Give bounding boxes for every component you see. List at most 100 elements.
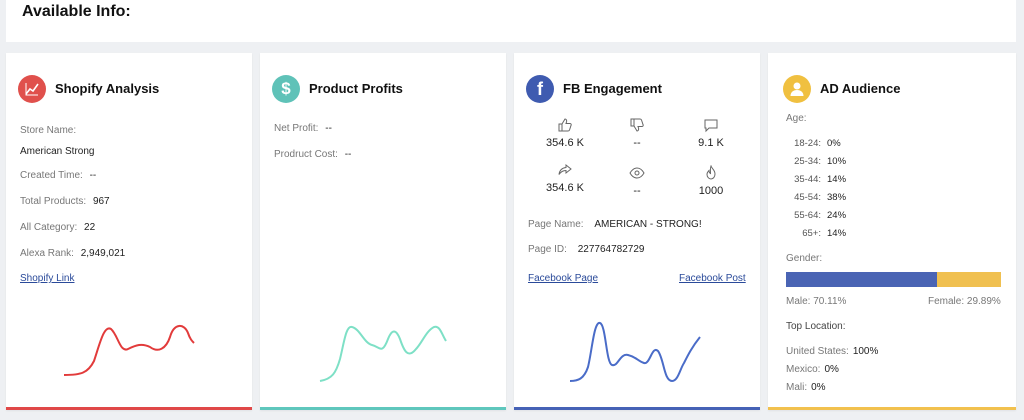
shopify-analysis-card: Shopify Analysis Store Name: American St… <box>6 53 252 410</box>
location-row: Mexico: 0% <box>786 364 839 375</box>
location-name: Mali: <box>786 382 808 393</box>
total-products-value: 967 <box>92 196 110 207</box>
share-icon <box>530 162 600 180</box>
female-percent: Female: 29.89% <box>928 296 1001 307</box>
likes-stat: 354.6 K <box>530 117 600 149</box>
line-chart-icon <box>18 75 46 103</box>
age-value: 38% <box>827 192 847 203</box>
gender-label: Gender: <box>786 253 823 264</box>
all-category-label: All Category: <box>20 222 78 233</box>
location-row: United States: 100% <box>786 346 878 357</box>
gender-male-fill <box>786 272 937 287</box>
age-range: 25-34: <box>794 156 821 167</box>
age-value: 0% <box>827 138 841 149</box>
age-row: 25-34: 10% <box>788 156 846 167</box>
shares-stat: 354.6 K <box>530 162 600 194</box>
all-category-row: All Category: 22 <box>20 222 95 233</box>
age-range: 35-44: <box>794 174 821 185</box>
ad-audience-card: AD Audience Age: 18-24: 0% 25-34: 10% 35-4… <box>768 53 1016 410</box>
profits-sparkline <box>319 325 447 382</box>
card-title: AD Audience <box>820 81 901 96</box>
shopify-sparkline <box>63 325 195 376</box>
thumbs-up-icon <box>530 117 600 135</box>
comments-stat: 9.1 K <box>676 117 746 149</box>
product-cost-value: -- <box>344 149 352 160</box>
all-category-value: 22 <box>84 222 96 233</box>
product-profits-card: $ Product Profits Net Profit: -- Prodruc… <box>260 53 506 410</box>
age-row: 65+: 14% <box>788 228 846 239</box>
store-name-row: Store Name: American Strong <box>20 125 94 157</box>
user-icon <box>783 75 811 103</box>
dislikes-stat: -- <box>602 117 672 149</box>
net-profit-label: Net Profit: <box>274 123 319 134</box>
profits-card-accent-bar <box>260 407 506 410</box>
gender-bar <box>786 272 1001 287</box>
eye-icon <box>602 165 672 183</box>
page-name-label: Page Name: <box>528 219 584 230</box>
page-id-label: Page ID: <box>528 244 567 255</box>
header-bar: Available Info: <box>6 0 1016 42</box>
facebook-page-link[interactable]: Facebook Page <box>528 273 599 284</box>
card-title: FB Engagement <box>563 81 662 96</box>
age-range: 65+: <box>802 228 821 239</box>
page-name-value: AMERICAN - STRONG! <box>594 219 702 230</box>
fb-sparkline <box>569 322 701 383</box>
fb-card-accent-bar <box>514 407 760 410</box>
product-cost-row: Prodruct Cost: -- <box>274 149 351 160</box>
dollar-icon: $ <box>272 75 300 103</box>
hot-stat: 1000 <box>676 164 746 197</box>
dislikes-value: -- <box>633 137 641 149</box>
hot-value: 1000 <box>698 185 724 197</box>
thumbs-down-icon <box>602 117 672 135</box>
comment-icon <box>676 117 746 135</box>
created-time-row: Created Time: -- <box>20 170 96 181</box>
alexa-rank-row: Alexa Rank: 2,949,021 <box>20 248 125 259</box>
net-profit-value: -- <box>325 123 332 134</box>
created-time-value: -- <box>89 170 97 181</box>
age-value: 14% <box>827 228 847 239</box>
page-id-value: 227764782729 <box>577 244 645 255</box>
store-name-label: Store Name: <box>20 125 77 136</box>
audience-card-accent-bar <box>768 407 1016 410</box>
facebook-post-link[interactable]: Facebook Post <box>679 273 746 284</box>
location-name: Mexico: <box>786 364 821 375</box>
age-range: 45-54: <box>794 192 821 203</box>
created-time-label: Created Time: <box>20 170 83 181</box>
age-row: 45-54: 38% <box>788 192 846 203</box>
likes-value: 354.6 K <box>546 137 584 149</box>
fb-engagement-card: f FB Engagement 354.6 K -- 9.1 K 354.6 K… <box>514 53 760 410</box>
age-row: 18-24: 0% <box>788 138 841 149</box>
store-name-value: American Strong <box>20 146 95 157</box>
age-range: 55-64: <box>794 210 821 221</box>
facebook-icon: f <box>526 75 554 103</box>
age-range: 18-24: <box>794 138 821 149</box>
location-value: 0% <box>811 382 826 393</box>
shopify-link[interactable]: Shopify Link <box>20 273 75 284</box>
comments-value: 9.1 K <box>698 137 724 149</box>
age-label: Age: <box>786 113 807 124</box>
net-profit-row: Net Profit: -- <box>274 123 332 134</box>
location-value: 100% <box>852 346 879 357</box>
age-value: 14% <box>827 174 847 185</box>
male-percent: Male: 70.11% <box>786 296 847 307</box>
total-products-label: Total Products: <box>20 196 87 207</box>
product-cost-label: Prodruct Cost: <box>274 149 338 160</box>
location-name: United States: <box>786 346 849 357</box>
page-id-row: Page ID: 227764782729 <box>528 244 644 255</box>
location-value: 0% <box>824 364 839 375</box>
card-title: Shopify Analysis <box>55 81 160 96</box>
age-value: 10% <box>827 156 847 167</box>
top-location-label: Top Location: <box>786 321 846 332</box>
alexa-rank-value: 2,949,021 <box>80 248 126 259</box>
shares-value: 354.6 K <box>546 182 584 194</box>
total-products-row: Total Products: 967 <box>20 196 110 207</box>
views-value: -- <box>633 185 641 197</box>
page-name-row: Page Name: AMERICAN - STRONG! <box>528 219 702 230</box>
age-row: 55-64: 24% <box>788 210 846 221</box>
alexa-rank-label: Alexa Rank: <box>20 248 74 259</box>
location-row: Mali: 0% <box>786 382 826 393</box>
views-stat: -- <box>602 165 672 197</box>
shopify-card-accent-bar <box>6 407 252 410</box>
card-title: Product Profits <box>309 81 403 96</box>
age-value: 24% <box>827 210 847 221</box>
